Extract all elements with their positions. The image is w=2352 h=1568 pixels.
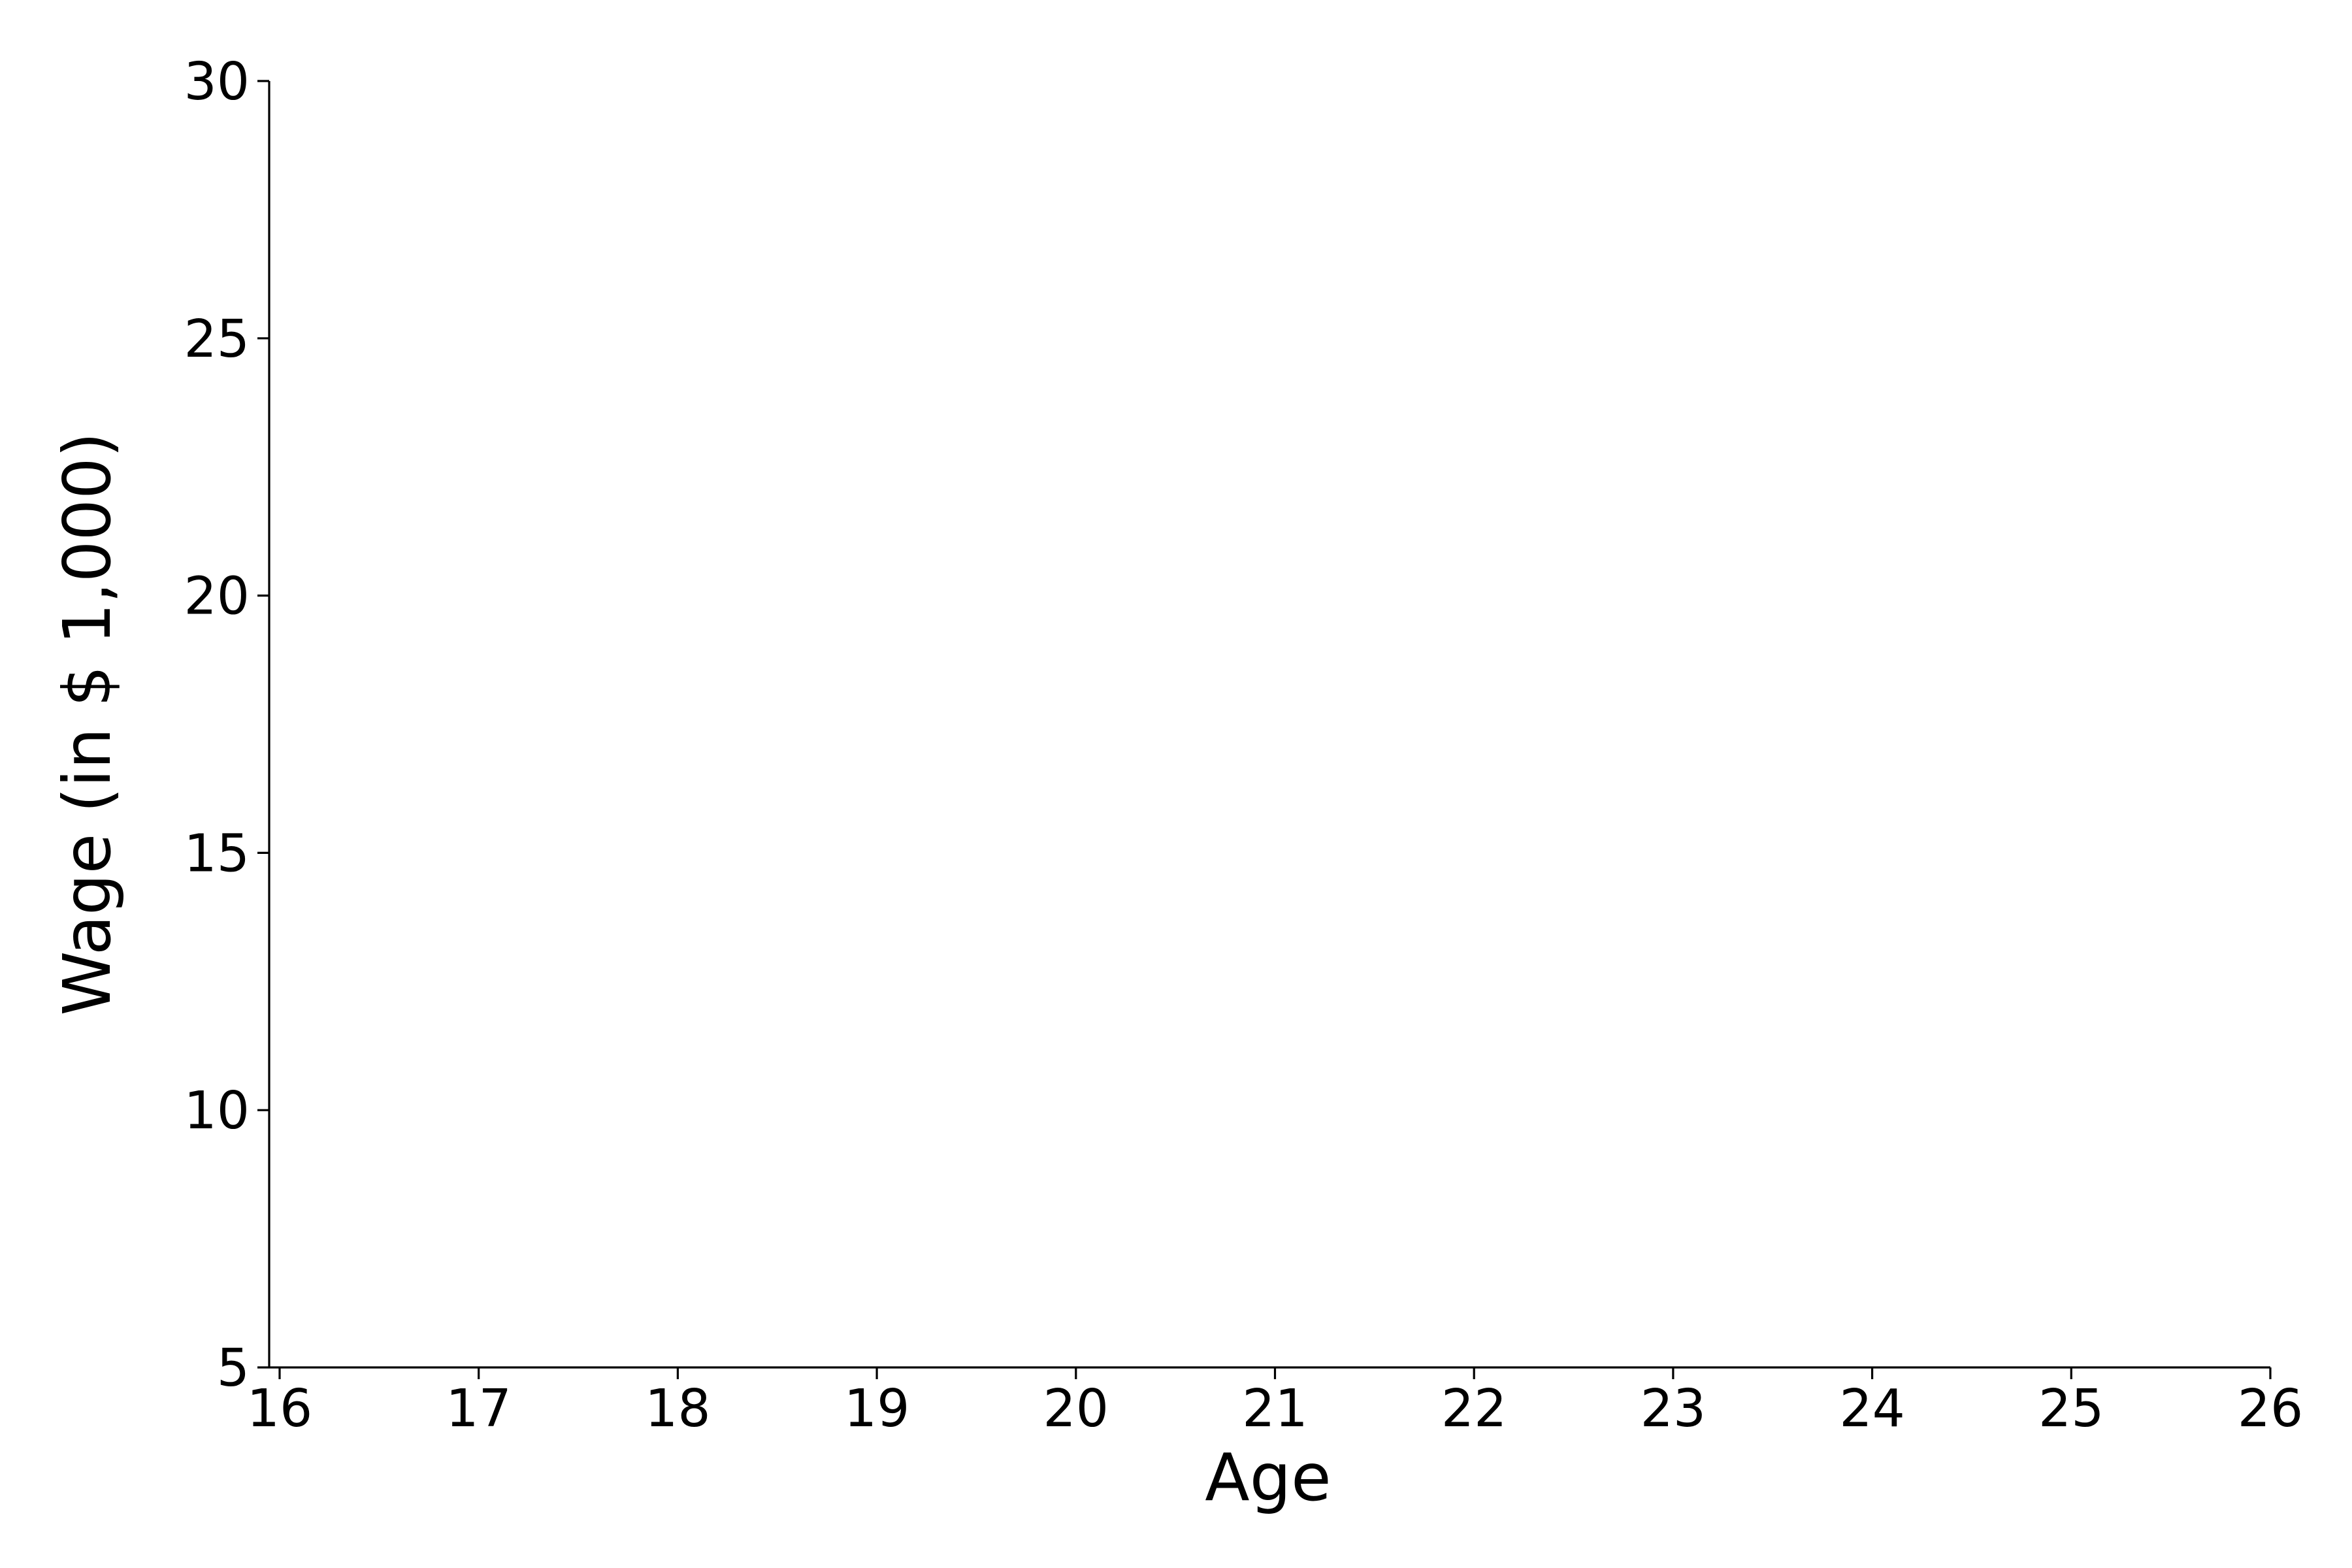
y-axis-ticks: 5 10 15 20 25 30	[184, 52, 269, 1398]
plot-area	[268, 81, 2270, 1369]
x-tick-label: 25	[2038, 1379, 2104, 1439]
x-tick-label: 24	[1839, 1379, 1905, 1439]
y-tick-label: 10	[184, 1081, 250, 1141]
x-axis-ticks: 16 17 18 19 20 21 22 23 24 25 26	[247, 1367, 2304, 1439]
y-tick-label: 20	[184, 566, 250, 627]
y-tick-label: 15	[184, 823, 250, 883]
x-tick-label: 18	[645, 1379, 711, 1439]
x-tick-label: 20	[1043, 1379, 1109, 1439]
x-axis-label: Age	[1205, 1439, 1331, 1516]
x-tick-label: 17	[446, 1379, 512, 1439]
y-axis-label: Wage (in $ 1,000)	[49, 432, 125, 1015]
y-tick-label: 5	[217, 1338, 250, 1398]
x-tick-label: 22	[1441, 1379, 1507, 1439]
x-tick-label: 19	[844, 1379, 910, 1439]
x-tick-label: 21	[1242, 1379, 1308, 1439]
y-tick-label: 25	[184, 309, 250, 369]
x-tick-label: 26	[2238, 1379, 2304, 1439]
x-tick-label: 23	[1641, 1379, 1707, 1439]
x-tick-label: 16	[247, 1379, 313, 1439]
y-tick-label: 30	[184, 52, 250, 112]
